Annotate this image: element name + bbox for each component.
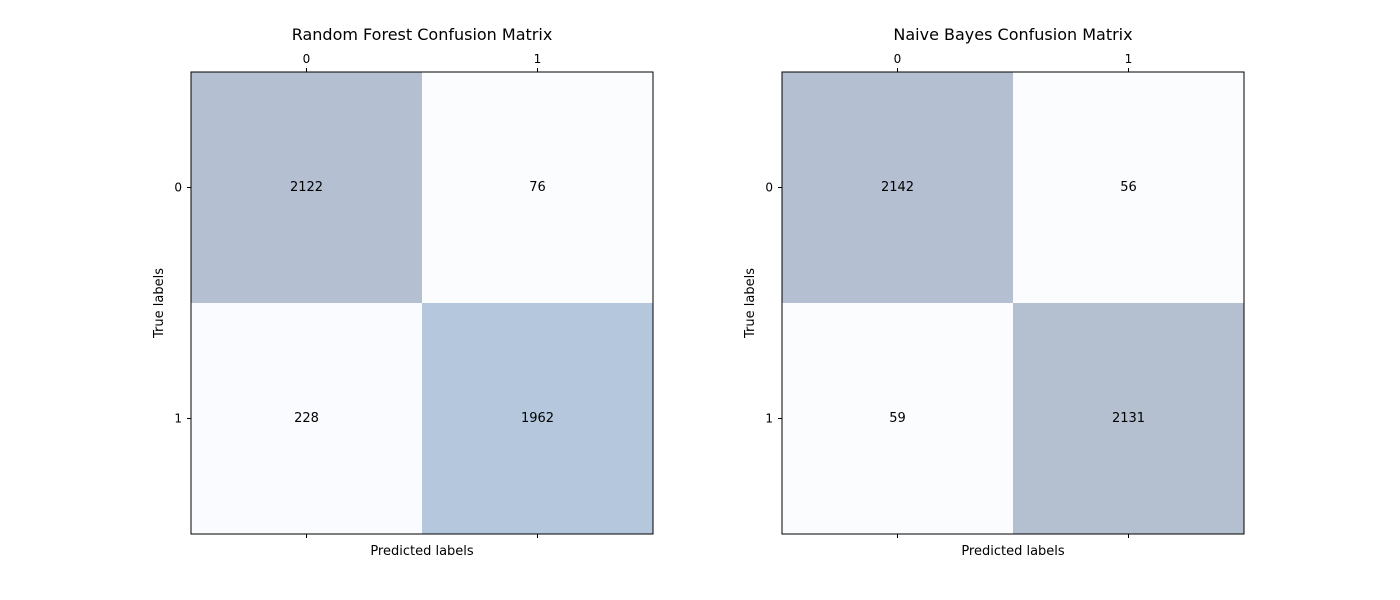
cell-value-label: 1962 bbox=[521, 411, 554, 426]
y-tick-label: 0 bbox=[765, 181, 773, 195]
heatmap-cell bbox=[782, 72, 1013, 303]
x-tick-label: 1 bbox=[1125, 52, 1133, 66]
chart-panel-1: 2142 56 59 2131 0 1 0 1 Naive Bayes Confusion Ma… bbox=[743, 25, 1245, 559]
heatmap-cell bbox=[1013, 303, 1244, 534]
heatmap-cell bbox=[422, 303, 653, 534]
x-axis-label: Predicted labels bbox=[370, 544, 474, 559]
y-axis-label: True labels bbox=[743, 268, 758, 339]
axes-frame bbox=[190, 71, 654, 535]
cell-value-label: 56 bbox=[1120, 180, 1137, 195]
y-axis-label: True labels bbox=[152, 268, 167, 339]
x-tick-label: 1 bbox=[534, 52, 542, 66]
heatmap-cell bbox=[782, 303, 1013, 534]
heatmap-cell bbox=[1013, 72, 1244, 303]
x-tick-label: 0 bbox=[894, 52, 902, 66]
heatmap-cell bbox=[422, 72, 653, 303]
chart-panel-0: 2122 76 228 1962 0 1 0 1 Random Forest Confusion… bbox=[152, 25, 654, 559]
cell-value-label: 2122 bbox=[290, 180, 323, 195]
heatmap-cell bbox=[191, 72, 422, 303]
cell-value-label: 76 bbox=[529, 180, 546, 195]
y-tick-label: 1 bbox=[765, 412, 773, 426]
heatmap-cell bbox=[191, 303, 422, 534]
y-tick-label: 0 bbox=[174, 181, 182, 195]
x-axis-label: Predicted labels bbox=[961, 544, 1065, 559]
y-tick-label: 1 bbox=[174, 412, 182, 426]
cell-value-label: 228 bbox=[294, 411, 319, 426]
cell-value-label: 2142 bbox=[881, 180, 914, 195]
chart-title: Random Forest Confusion Matrix bbox=[292, 25, 553, 44]
axes-frame bbox=[781, 71, 1245, 535]
cell-value-label: 2131 bbox=[1112, 411, 1145, 426]
cell-value-label: 59 bbox=[889, 411, 906, 426]
chart-title: Naive Bayes Confusion Matrix bbox=[893, 25, 1132, 44]
x-tick-label: 0 bbox=[303, 52, 311, 66]
